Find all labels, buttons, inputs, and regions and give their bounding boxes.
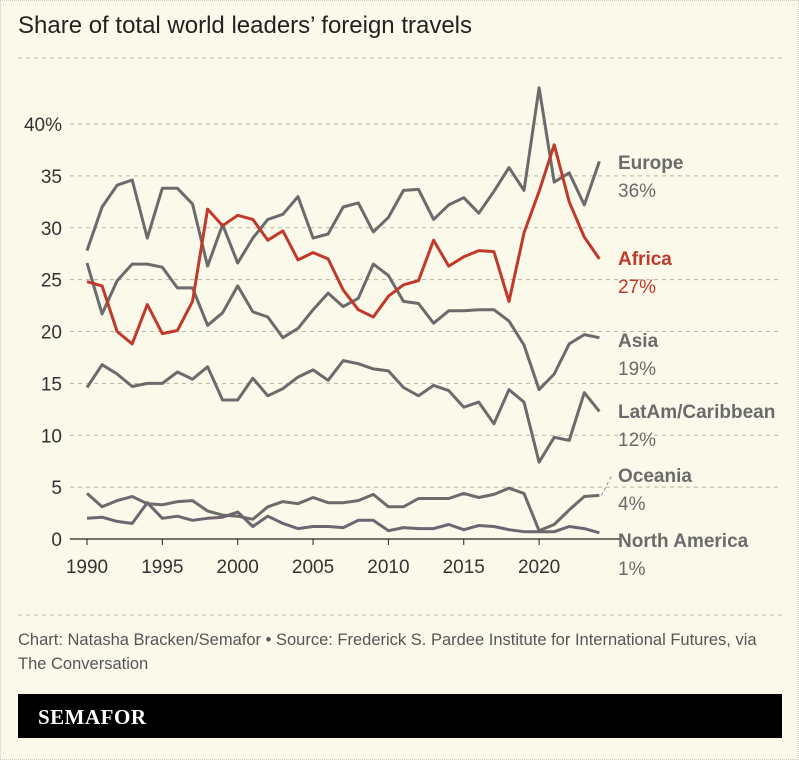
y-tick-label: 40% <box>24 115 62 136</box>
series-value-europe: 36% <box>618 181 656 202</box>
x-tick-label: 2015 <box>443 557 485 578</box>
oceania-leader <box>600 474 613 496</box>
chart-title: Share of total world leaders’ foreign tr… <box>18 12 473 39</box>
y-tick-label: 15 <box>41 374 62 395</box>
x-tick-label: 2010 <box>367 557 409 578</box>
x-tick-label: 1990 <box>66 557 108 578</box>
series-line-oceania <box>86 486 600 533</box>
source-note: Chart: Natasha Bracken/Semafor • Source:… <box>18 631 757 673</box>
brand-bar: SEMAFOR <box>18 694 782 738</box>
series-label-europe: Europe <box>618 153 683 174</box>
y-tick-label: 5 <box>51 478 62 499</box>
series-value-latam-caribbean: 12% <box>618 430 656 451</box>
series-label-oceania: Oceania <box>618 466 692 487</box>
series-line-north-america <box>86 501 600 535</box>
x-tick-label: 1995 <box>141 557 183 578</box>
x-tick-label: 2020 <box>518 557 560 578</box>
y-tick-label: 30 <box>41 219 62 240</box>
y-tick-label: 35 <box>41 167 62 188</box>
series-line-africa <box>86 143 601 346</box>
series-line-europe <box>85 86 601 268</box>
series-label-asia: Asia <box>618 331 659 352</box>
series-line-asia <box>85 262 600 392</box>
series-value-oceania: 4% <box>618 494 646 515</box>
y-tick-label: 0 <box>51 530 62 551</box>
series-label-latam-caribbean: LatAm/Caribbean <box>618 402 775 423</box>
series-label-north-america: North America <box>618 531 749 552</box>
series-line-latam-caribbean <box>85 359 601 464</box>
series-value-africa: 27% <box>618 277 656 298</box>
x-tick-label: 2000 <box>217 557 259 578</box>
semafor-logo: SEMAFOR <box>38 705 147 729</box>
y-tick-label: 10 <box>41 426 62 447</box>
y-tick-label: 25 <box>41 271 62 292</box>
series-value-north-america: 1% <box>618 559 646 580</box>
y-tick-label: 20 <box>41 323 62 344</box>
series-value-asia: 19% <box>618 359 656 380</box>
series-label-africa: Africa <box>618 249 672 270</box>
x-tick-label: 2005 <box>292 557 334 578</box>
